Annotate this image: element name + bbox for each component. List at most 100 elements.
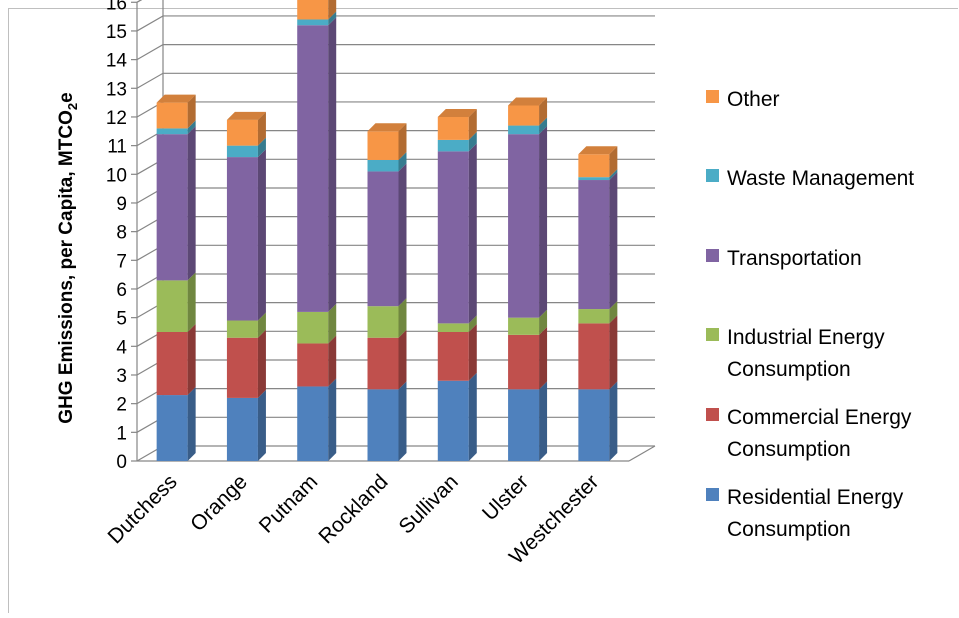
bar-side-face xyxy=(609,301,618,324)
bar-front-face xyxy=(578,180,610,310)
bar-side-face xyxy=(468,315,477,332)
bar-side-face xyxy=(398,298,407,338)
x-tick-label: Ulster xyxy=(478,470,533,525)
bar-side-face xyxy=(257,389,266,461)
y-tick-label: 5 xyxy=(116,309,127,330)
bar-front-face xyxy=(437,331,469,381)
legend-item: Industrial Energy Consumption xyxy=(706,322,957,386)
bar-front-face xyxy=(226,119,258,146)
bar-segment xyxy=(297,11,337,26)
bar-side-face xyxy=(468,372,477,461)
y-tick-label: 2 xyxy=(116,395,127,416)
y-tick-label: 11 xyxy=(107,137,127,158)
bar-side-face xyxy=(257,312,266,338)
bar-front-face xyxy=(437,380,469,461)
bar-front-face xyxy=(367,159,399,172)
bar-segment xyxy=(297,0,337,20)
y-tick-label: 9 xyxy=(116,194,127,215)
gridline xyxy=(136,72,655,89)
y-axis-label-subscript: 2 xyxy=(65,103,80,110)
bar-front-face xyxy=(367,337,399,390)
bar-front-face xyxy=(156,395,188,461)
bar-front-face xyxy=(156,102,188,129)
bar-front-face xyxy=(297,0,329,20)
bar-front-face xyxy=(156,128,188,135)
bar-front-face xyxy=(437,151,469,324)
bar-front-face xyxy=(297,25,329,312)
bar-side-face xyxy=(328,17,337,312)
bar-side-face xyxy=(328,303,337,344)
bar-front-face xyxy=(508,334,540,390)
bar-side-face xyxy=(398,329,407,390)
legend-label: Transportation xyxy=(727,247,862,270)
bar-segment xyxy=(156,387,196,461)
y-tick-label: 13 xyxy=(106,79,127,100)
gridline xyxy=(136,0,143,3)
bar-front-face xyxy=(297,19,329,26)
y-tick-label: 14 xyxy=(106,51,128,72)
y-tick-label: 0 xyxy=(116,452,127,473)
bar-side-face xyxy=(187,272,196,332)
bar-segment xyxy=(226,312,266,338)
bar-front-face xyxy=(156,331,188,396)
bar-segment xyxy=(297,17,337,312)
bar-segment xyxy=(508,309,548,335)
bar-segment xyxy=(367,163,407,307)
bar-front-face xyxy=(226,157,258,321)
legend-item: Residential Energy Consumption xyxy=(706,482,957,546)
bar-side-face xyxy=(398,123,407,160)
bar-front-face xyxy=(578,309,610,324)
bar-segment xyxy=(437,131,477,152)
bar-segment xyxy=(156,323,196,396)
bar-front-face xyxy=(508,389,540,461)
bar-segment xyxy=(508,117,548,135)
bar-side-face xyxy=(609,315,618,390)
bar-segment xyxy=(578,169,618,181)
legend-swatch xyxy=(706,328,719,341)
bar-front-face xyxy=(297,311,329,344)
bar-front-face xyxy=(156,280,188,332)
bar-front-face xyxy=(578,323,610,390)
bar-side-face xyxy=(187,323,196,396)
x-tick-label: Rockland xyxy=(314,470,392,548)
bar-side-face xyxy=(539,381,548,461)
bar-segment xyxy=(297,378,337,461)
legend-label: Commercial Energy Consumption xyxy=(727,406,912,461)
chart-frame xyxy=(8,8,958,613)
legend-swatch xyxy=(706,249,719,262)
bar-side-face xyxy=(539,126,548,318)
bar-top-face xyxy=(367,123,407,132)
bar-segment xyxy=(437,315,477,332)
bar-segment xyxy=(367,381,407,461)
bar-segment xyxy=(226,329,266,398)
x-tick-label: Putnam xyxy=(255,470,322,537)
bar-front-face xyxy=(367,171,399,307)
x-tick-label: Orange xyxy=(186,470,252,536)
y-tick-label: 12 xyxy=(106,108,127,129)
legend-label: Other xyxy=(727,88,780,111)
bar-front-face xyxy=(437,139,469,152)
bar-segment xyxy=(297,303,337,344)
bar-front-face xyxy=(367,306,399,338)
legend-swatch xyxy=(706,169,719,182)
bar-segment xyxy=(367,123,407,160)
x-tick-label: Sullivan xyxy=(395,470,463,538)
bar-side-face xyxy=(468,108,477,140)
bar-side-face xyxy=(187,120,196,135)
legend-swatch xyxy=(706,408,719,421)
bar-side-face xyxy=(398,381,407,461)
bar-front-face xyxy=(508,125,540,135)
bar-side-face xyxy=(539,117,548,135)
bar-segment xyxy=(508,326,548,390)
bar-top-face xyxy=(437,108,477,117)
bar-front-face xyxy=(226,320,258,338)
bar-side-face xyxy=(468,323,477,381)
bar-segment xyxy=(578,146,618,178)
bar-front-face xyxy=(226,397,258,461)
y-axis-label: GHG Emissions, per Capita, MTCO2e xyxy=(56,92,80,423)
bar-side-face xyxy=(398,163,407,307)
bar-side-face xyxy=(398,151,407,172)
gridline xyxy=(136,101,655,118)
bar-segment xyxy=(156,120,196,135)
legend-swatch xyxy=(706,488,719,501)
